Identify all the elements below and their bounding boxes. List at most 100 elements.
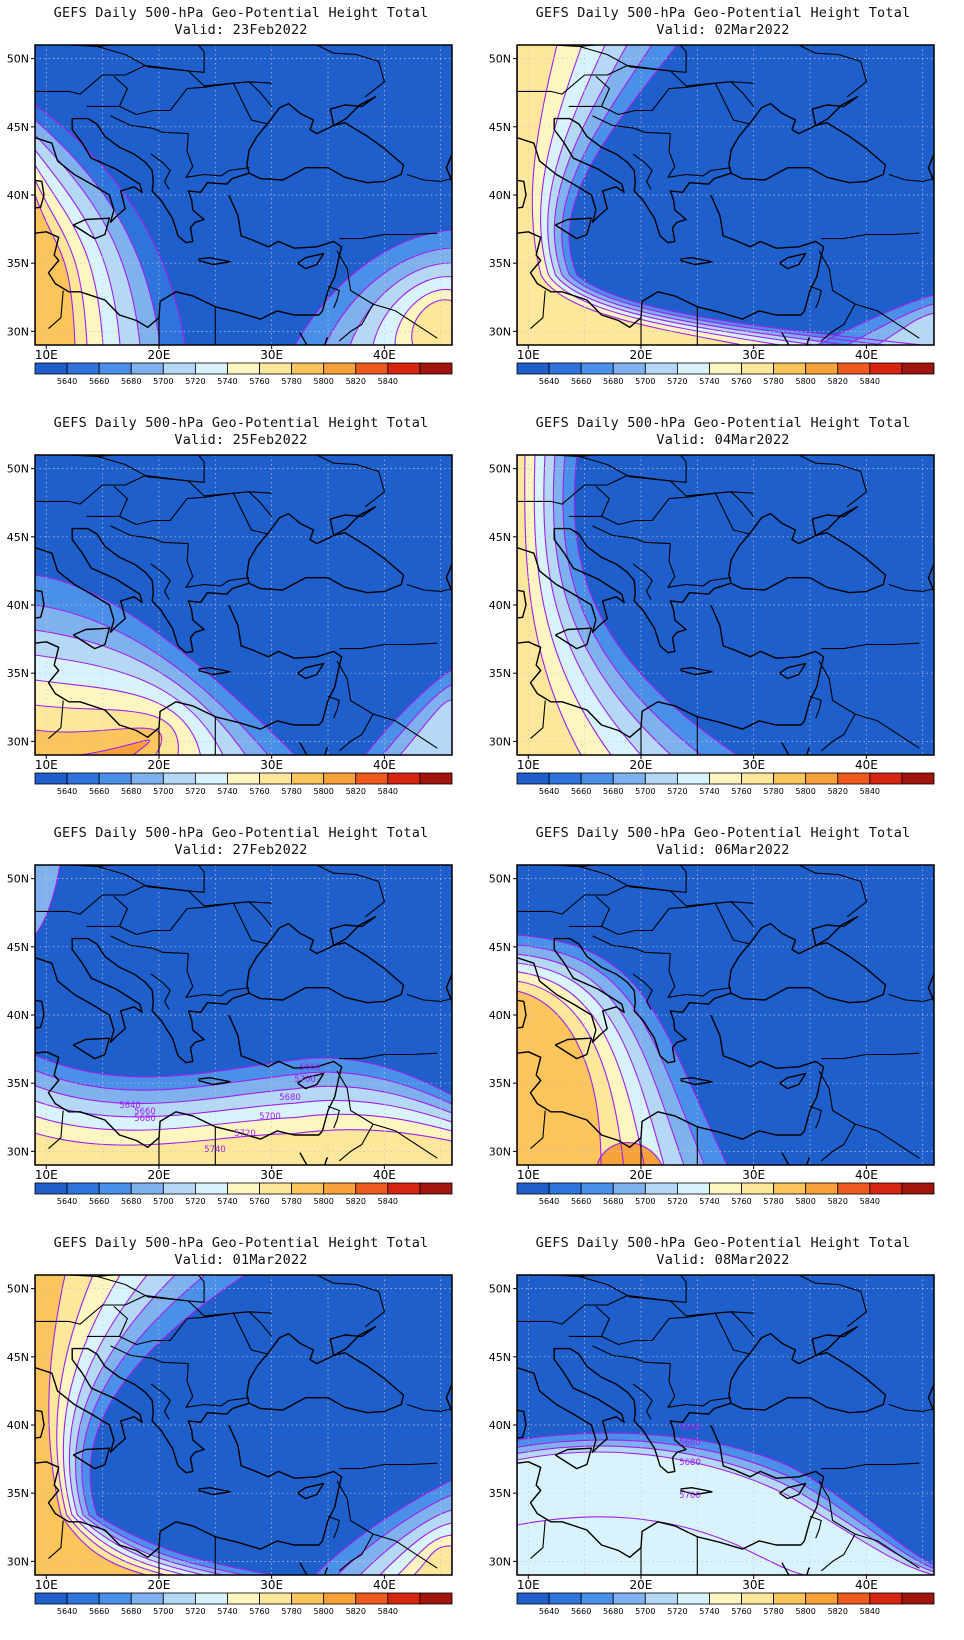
colorbar-level-label: 5680 [603,377,623,386]
colorbar-level-label: 5720 [667,1197,687,1206]
lat-tick-label: 50N [7,873,29,886]
country-border [753,865,867,918]
height-contour [35,679,202,755]
height-contour [517,45,780,345]
country-border [821,642,920,650]
colorbar-swatch [580,362,614,375]
colorbar-level-label: 5680 [603,1197,623,1206]
colorbar-level-label: 5800 [796,377,816,386]
colorbar-swatch [580,1592,614,1605]
colorbar-swatch [387,772,421,785]
country-border [818,250,920,339]
coastline [297,1482,325,1500]
coastline [554,217,593,240]
panel-title: GEFS Daily 500-hPa Geo-Potential Height … [535,5,911,21]
colorbar-swatch [98,1182,132,1195]
coastline [329,96,377,127]
lat-tick-label: 35N [7,1487,29,1500]
contour-label: 5660 [299,1063,321,1073]
colorbar-swatch [709,1592,742,1605]
height-contour [35,727,163,755]
colorbar: 5640 5660 5680 5700 5720 5740 5760 5780 5800 5820… [34,1592,453,1616]
country-border [336,1070,438,1159]
lat-tick-label: 35N [7,257,29,270]
colorbar-level-label: 5660 [89,1197,109,1206]
coastline [811,1326,859,1357]
country-border [188,1275,205,1303]
colorbar-level-label: 5700 [635,377,655,386]
colorbar-swatch [323,1592,357,1605]
height-contour [517,45,848,345]
lon-tick-label: 10E [517,1578,540,1592]
colorbar-level-label: 5800 [796,1607,816,1616]
colorbar-level-label: 5820 [828,377,848,386]
panel-title: GEFS Daily 500-hPa Geo-Potential Height … [535,1235,911,1251]
height-contour [517,45,923,345]
lat-tick-label: 45N [7,121,29,134]
contour-label: 5680 [679,1458,701,1468]
colorbar-swatch [259,772,293,785]
colorbar-swatch [259,362,293,375]
coastline [517,1409,527,1439]
country-border [592,1345,671,1365]
colorbar-level-label: 5840 [860,377,880,386]
colorbar-swatch [259,1592,293,1605]
country-border [233,1311,273,1337]
country-border [818,1070,920,1159]
coastline [35,179,45,209]
colorbar-level-label: 5700 [153,787,173,796]
colorbar-level-label: 5840 [378,1607,398,1616]
colorbar: 5640 5660 5680 5700 5720 5740 5760 5780 5800 5820… [34,772,453,796]
colorbar-level-label: 5840 [378,787,398,796]
height-contour [517,45,815,345]
panel-valid-date: Valid: 01Mar2022 [174,1252,308,1268]
colorbar-level-label: 5800 [796,787,816,796]
coastline [87,528,233,654]
lon-tick-label: 30E [742,1578,765,1592]
colorbar-swatch [130,362,164,375]
colorbar-level-label: 5780 [763,1197,783,1206]
country-border [48,1110,64,1150]
colorbar-swatch [709,362,742,375]
country-border [327,1105,340,1129]
colorbar-level-label: 5640 [539,1197,559,1206]
country-border [821,1462,920,1470]
colorbar-level-label: 5720 [667,787,687,796]
colorbar-level-label: 5720 [185,787,205,796]
colorbar-swatch [773,1182,807,1195]
lat-tick-label: 50N [7,53,29,66]
country-border [715,491,755,517]
country-border [595,75,670,116]
colorbar-level-label: 5840 [860,1607,880,1616]
colorbar-level-label: 5740 [217,377,237,386]
colorbar: 5640 5660 5680 5700 5720 5740 5760 5780 5800 5820… [516,1592,935,1616]
coastline [680,1077,713,1086]
country-border [113,895,188,936]
colorbar-level-label: 5740 [217,1197,237,1206]
coastline [35,589,45,619]
lon-tick-label: 30E [742,758,765,772]
country-border [338,1533,374,1572]
country-border [821,1052,920,1060]
coastline [231,922,405,1004]
panel-title: GEFS Daily 500-hPa Geo-Potential Height … [535,825,911,841]
lat-tick-label: 30N [7,325,29,338]
coastline [228,1014,343,1136]
coastline [713,922,887,1004]
lon-tick-label: 30E [742,1168,765,1182]
coastline [198,667,231,676]
colorbar-level-label: 5660 [89,377,109,386]
colorbar-level-label: 5820 [346,787,366,796]
colorbar-swatch [516,1592,550,1605]
colorbar-swatch [387,1182,421,1195]
colorbar-level-label: 5820 [346,1607,366,1616]
coastline [445,1383,452,1412]
country-border [715,901,755,927]
coastline [35,231,319,328]
colorbar-level-label: 5640 [57,1197,77,1206]
coastline [228,194,343,316]
contour-label: 5680 [134,1114,156,1124]
coastline [72,1037,111,1060]
